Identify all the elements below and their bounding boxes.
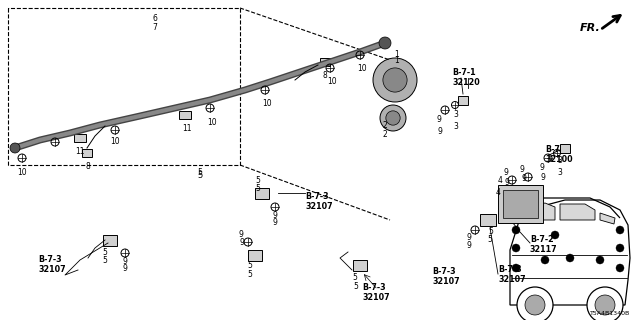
Text: 9: 9 <box>273 211 277 220</box>
Text: B-7-1
32120: B-7-1 32120 <box>452 68 480 87</box>
Circle shape <box>587 287 623 320</box>
Text: B-7-3
32107: B-7-3 32107 <box>38 255 66 275</box>
Polygon shape <box>527 203 555 220</box>
Text: 9: 9 <box>467 233 472 242</box>
Text: 11: 11 <box>76 147 84 156</box>
Circle shape <box>517 287 553 320</box>
Text: B-7-3
32107: B-7-3 32107 <box>305 192 333 212</box>
Bar <box>74 134 86 142</box>
Text: 9: 9 <box>239 238 244 247</box>
Text: 1: 1 <box>395 50 399 59</box>
Bar <box>255 188 269 198</box>
Text: 10: 10 <box>357 64 367 73</box>
Text: 5: 5 <box>197 171 203 180</box>
Text: 1: 1 <box>395 56 399 65</box>
Circle shape <box>541 256 549 264</box>
Text: 9: 9 <box>541 173 545 182</box>
Text: 5: 5 <box>255 176 260 185</box>
Text: 9: 9 <box>438 127 442 136</box>
Polygon shape <box>600 213 615 224</box>
Text: 10: 10 <box>207 118 217 127</box>
Text: 9: 9 <box>123 257 127 266</box>
Circle shape <box>595 295 615 315</box>
Text: 10: 10 <box>327 77 337 86</box>
Text: 4: 4 <box>497 176 502 185</box>
Text: 11: 11 <box>182 124 192 133</box>
Text: 8: 8 <box>86 162 90 171</box>
Text: 9: 9 <box>239 230 243 239</box>
Text: 10: 10 <box>110 137 120 146</box>
Text: 9: 9 <box>504 178 509 187</box>
Circle shape <box>616 244 624 252</box>
Circle shape <box>380 105 406 131</box>
Text: 10: 10 <box>262 99 272 108</box>
Text: 2: 2 <box>383 121 387 130</box>
Circle shape <box>383 68 407 92</box>
Bar <box>498 185 543 223</box>
Text: 9: 9 <box>540 163 545 172</box>
Text: 9: 9 <box>504 168 508 177</box>
Circle shape <box>566 254 574 262</box>
Circle shape <box>512 264 520 272</box>
Bar <box>503 190 538 218</box>
Text: 5: 5 <box>255 184 260 193</box>
Text: FR.: FR. <box>580 23 601 33</box>
Text: 8: 8 <box>323 71 328 80</box>
Text: 5: 5 <box>353 282 358 291</box>
Text: 10: 10 <box>17 168 27 177</box>
Circle shape <box>10 143 20 153</box>
Polygon shape <box>560 204 595 220</box>
Circle shape <box>386 111 400 125</box>
Circle shape <box>616 226 624 234</box>
Text: B-7-3
32107: B-7-3 32107 <box>362 283 390 302</box>
Text: 5: 5 <box>102 248 108 257</box>
Text: 5: 5 <box>248 261 252 270</box>
Text: 3: 3 <box>557 156 563 165</box>
Text: 9: 9 <box>436 115 442 124</box>
Circle shape <box>512 226 520 234</box>
Text: 5: 5 <box>488 235 492 244</box>
Text: 3: 3 <box>454 110 458 119</box>
Bar <box>82 149 92 157</box>
Bar <box>179 111 191 119</box>
Circle shape <box>525 295 545 315</box>
Bar <box>353 260 367 270</box>
Bar <box>248 250 262 260</box>
Text: 5: 5 <box>353 273 357 282</box>
Circle shape <box>373 58 417 102</box>
Text: 9: 9 <box>467 241 472 250</box>
Text: B-7-2
32117: B-7-2 32117 <box>530 235 557 254</box>
Text: 4: 4 <box>495 188 500 197</box>
Text: 9: 9 <box>522 174 527 183</box>
Bar <box>320 58 330 66</box>
Text: B-7
32100: B-7 32100 <box>545 145 573 164</box>
Text: B-7-3
32107: B-7-3 32107 <box>432 267 460 286</box>
Circle shape <box>512 244 520 252</box>
Circle shape <box>551 231 559 239</box>
Text: 5: 5 <box>488 227 493 236</box>
Text: 9: 9 <box>123 264 127 273</box>
Text: 6: 6 <box>152 14 157 23</box>
Text: 5: 5 <box>248 270 252 279</box>
Text: B-7-3
32107: B-7-3 32107 <box>498 265 525 284</box>
Circle shape <box>596 256 604 264</box>
Text: 7: 7 <box>152 23 157 32</box>
Bar <box>458 95 468 105</box>
Bar <box>560 143 570 153</box>
Text: 5: 5 <box>198 168 202 177</box>
Bar <box>103 235 117 245</box>
Circle shape <box>379 37 391 49</box>
Text: 9: 9 <box>520 165 524 174</box>
Text: 3: 3 <box>454 122 458 131</box>
Circle shape <box>616 264 624 272</box>
Text: 5: 5 <box>102 256 108 265</box>
Text: 3: 3 <box>557 168 563 177</box>
Text: T5A4B1340B: T5A4B1340B <box>589 311 630 316</box>
Bar <box>480 214 496 226</box>
Text: 9: 9 <box>273 218 277 227</box>
Text: 2: 2 <box>383 130 387 139</box>
